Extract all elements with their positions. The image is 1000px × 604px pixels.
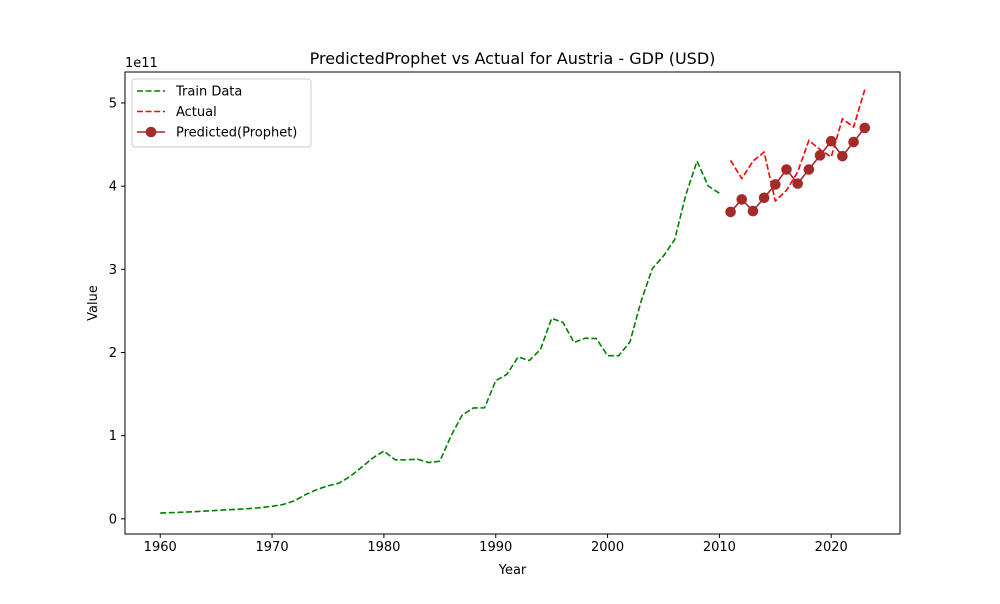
data-point bbox=[781, 164, 792, 175]
data-point bbox=[814, 150, 826, 161]
y-tick-label: 0 bbox=[109, 512, 117, 527]
y-tick-label: 2 bbox=[109, 346, 117, 361]
plot-area-frame bbox=[124, 71, 901, 535]
data-point bbox=[792, 178, 803, 189]
data-point bbox=[859, 122, 871, 134]
x-tick-label: 1990 bbox=[479, 540, 512, 555]
x-tick-label: 1960 bbox=[144, 540, 177, 555]
y-tick-label: 3 bbox=[109, 263, 117, 278]
data-point bbox=[848, 136, 859, 148]
x-tick-label: 2000 bbox=[591, 540, 624, 555]
legend-marker-2 bbox=[145, 126, 157, 138]
x-tick-label: 1970 bbox=[256, 540, 289, 555]
legend-box bbox=[131, 78, 312, 148]
y-axis-label: Value bbox=[86, 285, 101, 321]
y-tick-label: 5 bbox=[109, 96, 117, 111]
x-axis-label: Year bbox=[498, 563, 527, 578]
data-point bbox=[725, 206, 736, 218]
x-tick-label: 2010 bbox=[703, 540, 736, 555]
x-axis: 1960 1970 1980 1990 2000 2010 2020 bbox=[144, 534, 848, 555]
legend: Train Data Actual Predicted(Prophet) bbox=[131, 78, 312, 148]
data-point bbox=[837, 150, 848, 162]
legend-label-2: Predicted(Prophet) bbox=[176, 126, 297, 141]
data-point bbox=[758, 192, 770, 204]
x-tick-label: 2020 bbox=[815, 540, 848, 555]
legend-label-0: Train Data bbox=[175, 85, 242, 100]
y-tick-label: 4 bbox=[109, 180, 117, 195]
data-point bbox=[770, 179, 781, 190]
series-line-0 bbox=[160, 160, 720, 514]
y-axis: 0 1 2 3 4 5 bbox=[109, 96, 125, 527]
data-point bbox=[736, 194, 748, 205]
data-point bbox=[825, 135, 837, 147]
y-axis-offset-text: 1e11 bbox=[125, 56, 158, 71]
data-point bbox=[803, 164, 815, 175]
y-tick-label: 1 bbox=[109, 429, 117, 444]
series-line-1 bbox=[729, 89, 866, 202]
series-layer bbox=[160, 89, 871, 514]
legend-label-1: Actual bbox=[176, 105, 217, 120]
x-tick-label: 1980 bbox=[367, 540, 400, 555]
data-point bbox=[747, 205, 759, 217]
chart-title: PredictedProphet vs Actual for Austria -… bbox=[310, 49, 716, 68]
